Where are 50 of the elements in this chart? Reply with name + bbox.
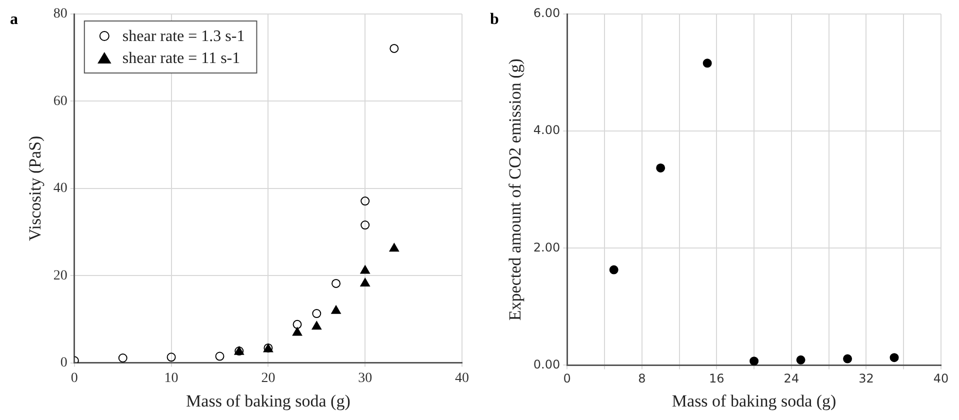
point	[331, 305, 341, 314]
x-tick-label: 8	[638, 372, 646, 386]
y-tick-label: 40	[53, 181, 68, 196]
x-tick-label: 0	[70, 370, 78, 386]
point	[360, 278, 370, 286]
legend-label: shear rate = 1.3 s-1	[122, 28, 245, 46]
y-tick-label: 6.00	[533, 6, 560, 20]
x-tick-label: 20	[261, 370, 276, 386]
x-tick-label: 16	[709, 372, 724, 386]
y-axis-title: Viscosity (PaS)	[26, 136, 45, 242]
x-tick-label: 32	[858, 372, 874, 386]
point	[166, 352, 176, 362]
x-tick-label: 40	[455, 370, 469, 386]
point	[843, 354, 852, 364]
point	[312, 309, 322, 318]
y-tick-label: 4.00	[533, 123, 560, 138]
x-tick-label: 10	[164, 370, 178, 386]
point	[890, 353, 899, 362]
chart-title: b	[490, 11, 499, 28]
point	[312, 321, 322, 330]
point	[292, 327, 302, 336]
point	[796, 355, 806, 364]
y-tick-label: 0.00	[533, 357, 560, 372]
y-tick-label: 80	[53, 6, 68, 22]
point	[656, 163, 666, 172]
point	[609, 265, 618, 274]
point	[389, 243, 399, 252]
x-tick-label: 0	[563, 372, 571, 386]
y-tick-label: 20	[53, 268, 68, 284]
point	[702, 58, 712, 68]
point	[118, 354, 128, 363]
legend-label: shear rate = 11 s-1	[122, 50, 240, 68]
point	[390, 44, 399, 53]
point	[332, 278, 341, 288]
x-axis-title: Mass of baking soda (g)	[672, 391, 836, 410]
x-tick-label: 40	[933, 372, 949, 386]
point	[360, 196, 370, 206]
x-tick-label: 24	[784, 372, 800, 386]
x-axis-title: Mass of baking soda (g)	[186, 391, 350, 410]
x-tick-label: 30	[358, 370, 372, 386]
y-tick-label: 60	[53, 94, 68, 109]
y-tick-label: 2.00	[533, 240, 560, 254]
point	[360, 220, 370, 230]
point	[360, 265, 370, 274]
point	[750, 356, 759, 366]
chart-title: a	[10, 11, 18, 28]
y-axis-title: Expected amount of CO2 emission (g)	[506, 58, 525, 321]
point	[215, 352, 224, 361]
y-tick-label: 0	[60, 355, 68, 370]
point	[292, 320, 302, 329]
